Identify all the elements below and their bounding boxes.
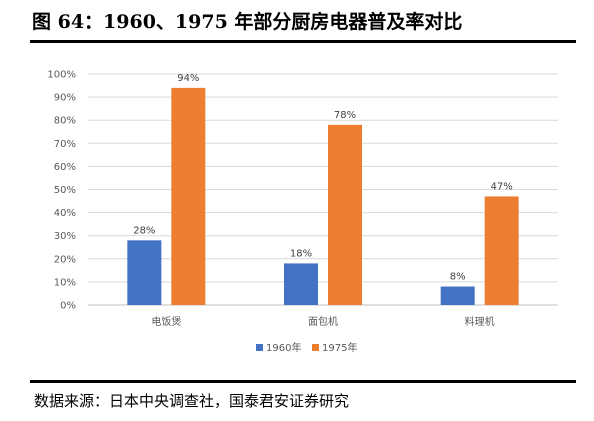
gridlines xyxy=(88,73,558,306)
bars xyxy=(127,87,519,305)
figure-title: 图 64：1960、1975 年部分厨房电器普及率对比 xyxy=(32,11,463,33)
y-tick-label: 90% xyxy=(54,93,76,104)
y-tick-label: 20% xyxy=(54,254,76,265)
data-label: 8% xyxy=(450,272,466,283)
data-label: 78% xyxy=(334,110,356,121)
y-tick-label: 30% xyxy=(54,231,76,242)
y-tick-label: 40% xyxy=(54,208,76,219)
bar-1960年-料理机 xyxy=(440,286,475,305)
legend-label: 1975年 xyxy=(322,341,357,354)
data-label: 28% xyxy=(133,225,155,236)
y-tick-label: 60% xyxy=(54,162,76,173)
bar-1975年-电饭煲 xyxy=(171,87,206,305)
legend-swatch xyxy=(312,344,319,351)
bar-1960年-面包机 xyxy=(284,263,318,305)
bottom-rule xyxy=(30,380,576,383)
category-labels: 电饭煲 面包机 料理机 xyxy=(151,315,494,328)
data-labels: 28% 94% 18% 78% 8% 47% xyxy=(133,73,513,283)
y-tick-label: 10% xyxy=(54,277,76,288)
category-label: 料理机 xyxy=(465,315,495,328)
y-axis-ticks: 0% 10% 20% 30% 40% 50% 60% 70% 80% 90% 100% xyxy=(47,70,76,312)
y-tick-label: 80% xyxy=(54,116,76,127)
legend: 1960年 1975年 xyxy=(256,341,357,354)
category-label: 电饭煲 xyxy=(151,315,181,328)
legend-swatch xyxy=(256,344,263,351)
y-tick-label: 50% xyxy=(54,185,76,196)
bar-1975年-料理机 xyxy=(484,196,519,305)
data-label: 47% xyxy=(491,181,513,192)
y-tick-label: 0% xyxy=(60,301,76,312)
y-tick-label: 70% xyxy=(54,139,76,150)
data-label: 18% xyxy=(290,248,312,259)
category-label: 面包机 xyxy=(308,315,338,328)
data-label: 94% xyxy=(177,73,199,84)
top-rule xyxy=(30,40,576,43)
source-note: 数据来源：日本中央调查社，国泰君安证券研究 xyxy=(34,392,350,410)
bar-1960年-电饭煲 xyxy=(127,240,162,305)
legend-label: 1960年 xyxy=(266,341,301,354)
y-tick-label: 100% xyxy=(47,70,76,81)
bar-1975年-面包机 xyxy=(328,124,362,305)
